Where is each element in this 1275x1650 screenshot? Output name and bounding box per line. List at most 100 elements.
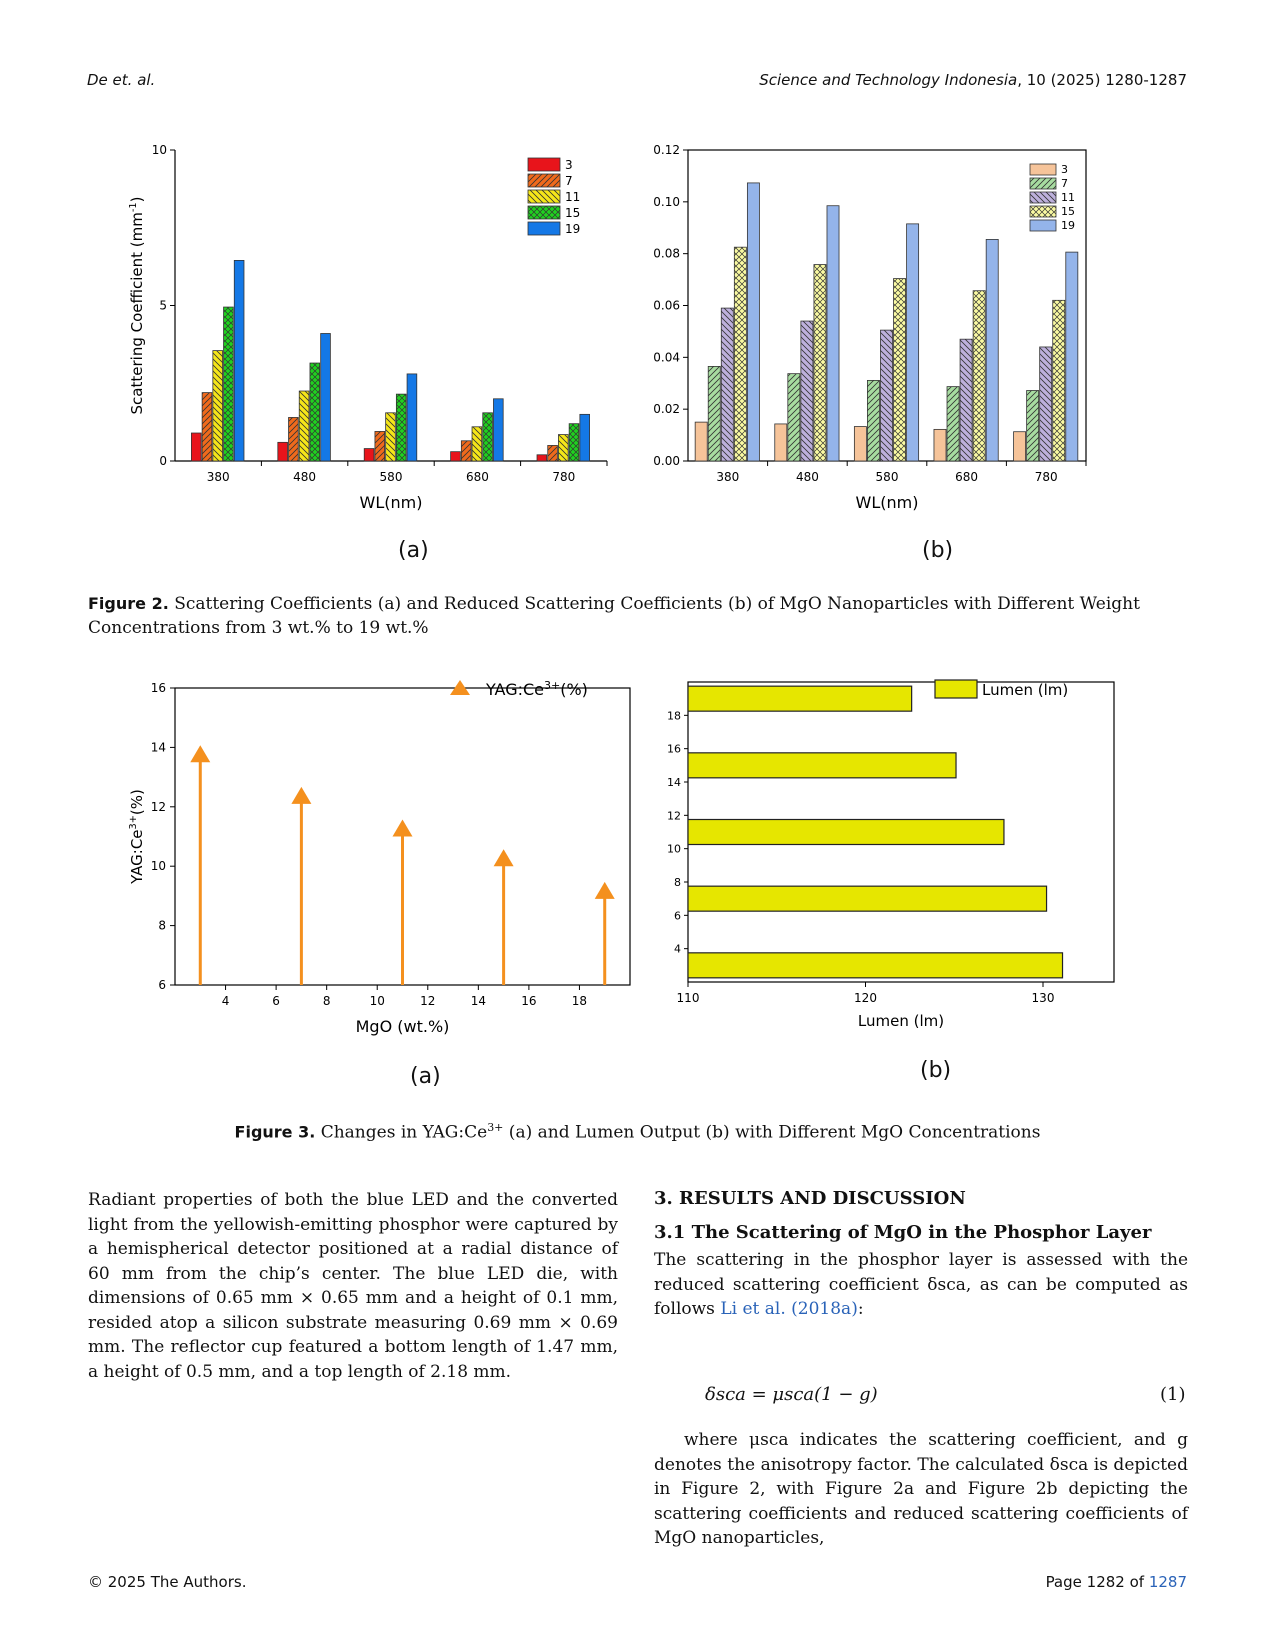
legend-label: 19 bbox=[1061, 219, 1075, 232]
y-tick-label: 0.04 bbox=[653, 350, 680, 364]
bar-hatch bbox=[461, 440, 472, 461]
x-tick-label: 580 bbox=[380, 470, 403, 484]
figure-3a-panel-label: (a) bbox=[410, 1064, 441, 1089]
bar bbox=[277, 441, 288, 462]
figure-2-caption-label: Figure 2. bbox=[88, 594, 169, 613]
figure-3-caption-text-2: (a) and Lumen Output (b) with Different … bbox=[503, 1122, 1041, 1143]
y-tick-label: 14 bbox=[667, 776, 681, 789]
x-tick-label: 110 bbox=[677, 991, 700, 1005]
bar-hatch bbox=[1039, 346, 1052, 461]
x-tick-label: 580 bbox=[876, 470, 899, 484]
x-tick-label: 10 bbox=[370, 994, 385, 1008]
bar-hatch bbox=[867, 380, 880, 461]
bar bbox=[906, 223, 920, 462]
legend-swatch-hatch bbox=[1030, 178, 1056, 189]
y-tick-label: 0.08 bbox=[653, 247, 680, 261]
bar bbox=[774, 423, 788, 462]
bar-hatch bbox=[787, 373, 800, 461]
x-tick-label: 130 bbox=[1032, 991, 1055, 1005]
legend-label: 19 bbox=[565, 222, 580, 236]
bar-hatch bbox=[385, 412, 396, 461]
y-axis-label: Scattering Coefficient (mm-1) bbox=[128, 197, 146, 415]
bar bbox=[1013, 431, 1027, 462]
bar bbox=[406, 373, 418, 462]
x-tick-label: 14 bbox=[471, 994, 486, 1008]
equation-1: δsca = μsca(1 − g) bbox=[705, 1384, 878, 1405]
legend-swatch bbox=[527, 221, 561, 236]
figure-2b-chart: 0.00 0.02 0.04 0.06 0.08 0.10 0.12 380 480 580 680… bbox=[653, 143, 1087, 512]
bar-hatch bbox=[374, 431, 385, 461]
bar bbox=[687, 685, 913, 712]
citation-year: 2018a bbox=[797, 1299, 852, 1319]
footer-page-total-link[interactable]: 1287 bbox=[1148, 1573, 1187, 1591]
x-axis-label: WL(nm) bbox=[360, 493, 423, 512]
x-tick-label: 380 bbox=[207, 470, 230, 484]
bar-hatch bbox=[558, 434, 569, 461]
bar-hatch bbox=[202, 392, 212, 461]
bar-hatch bbox=[482, 412, 493, 461]
legend-swatch-hatch bbox=[528, 206, 560, 219]
running-header-authors: De et. al. bbox=[87, 71, 156, 89]
y-tick-label: 10 bbox=[152, 143, 167, 157]
bar bbox=[826, 205, 840, 462]
footer-page-number: Page 1282 of 1287 bbox=[1046, 1573, 1187, 1591]
legend-swatch-hatch bbox=[528, 174, 560, 187]
y-tick-label: 0.00 bbox=[653, 454, 680, 468]
legend-label: 3 bbox=[1061, 163, 1068, 176]
y-tick-label: 6 bbox=[674, 909, 681, 922]
data-point-triangle bbox=[392, 819, 413, 837]
y-tick-label: 0.12 bbox=[653, 143, 680, 157]
bar bbox=[853, 426, 867, 462]
bar bbox=[694, 421, 708, 462]
y-tick-label: 4 bbox=[674, 943, 681, 956]
bar bbox=[687, 752, 957, 779]
running-header-journal: Science and Technology Indonesia, 10 (20… bbox=[759, 71, 1187, 89]
x-tick-label: 16 bbox=[521, 994, 536, 1008]
bar-hatch bbox=[734, 247, 747, 461]
y-tick-label: 16 bbox=[667, 743, 681, 756]
figure-3-caption-sup: 3+ bbox=[487, 1121, 504, 1134]
legend-swatch-hatch bbox=[1030, 192, 1056, 203]
x-tick-label: 18 bbox=[572, 994, 587, 1008]
y-tick-label: 8 bbox=[674, 876, 681, 889]
legend-swatch bbox=[527, 157, 561, 172]
x-tick-label: 12 bbox=[420, 994, 435, 1008]
bar bbox=[687, 885, 1048, 912]
x-tick-label: 380 bbox=[716, 470, 739, 484]
citation-author: Li et al. bbox=[720, 1299, 786, 1319]
figure-2b-panel-label: (b) bbox=[922, 538, 954, 563]
x-tick-label: 680 bbox=[955, 470, 978, 484]
legend-label: 11 bbox=[565, 190, 580, 204]
bar bbox=[579, 413, 590, 462]
equation-number: (1) bbox=[1160, 1384, 1186, 1405]
legend-label: 7 bbox=[565, 174, 573, 188]
bar-hatch bbox=[299, 391, 309, 461]
y-tick-label: 0 bbox=[159, 454, 167, 468]
x-axis-label: MgO (wt.%) bbox=[356, 1017, 450, 1036]
bar-hatch bbox=[212, 350, 223, 461]
y-tick-label: 8 bbox=[158, 919, 166, 933]
bar-hatch bbox=[960, 339, 973, 461]
y-tick-label: 14 bbox=[151, 740, 166, 754]
legend-label: 11 bbox=[1061, 191, 1075, 204]
y-tick-label: 0.02 bbox=[653, 402, 680, 416]
bar bbox=[233, 260, 245, 462]
figure-2a-panel-label: (a) bbox=[398, 538, 429, 563]
footer-copyright: © 2025 The Authors. bbox=[88, 1573, 247, 1591]
x-axis-label: WL(nm) bbox=[856, 493, 919, 512]
y-tick-label: 12 bbox=[151, 800, 166, 814]
journal-name: Science and Technology Indonesia bbox=[759, 71, 1018, 89]
x-tick-label: 4 bbox=[222, 994, 230, 1008]
subsection-heading: 3.1 The Scattering of MgO in the Phospho… bbox=[654, 1222, 1152, 1243]
citation-link[interactable]: Li et al. (2018a) bbox=[720, 1299, 858, 1319]
bar-hatch bbox=[973, 290, 986, 461]
legend-label: 15 bbox=[565, 206, 580, 220]
bar bbox=[493, 398, 504, 462]
bar-hatch bbox=[721, 308, 734, 461]
results-paragraph-2: where μsca indicates the scattering coef… bbox=[654, 1430, 1188, 1548]
figure-2-caption-text: Scattering Coefficients (a) and Reduced … bbox=[88, 594, 1140, 638]
x-axis-label: Lumen (lm) bbox=[858, 1012, 944, 1030]
x-tick-label: 6 bbox=[272, 994, 280, 1008]
results-paragraph-1: The scattering in the phosphor layer is … bbox=[654, 1250, 1188, 1319]
bar bbox=[450, 451, 461, 462]
